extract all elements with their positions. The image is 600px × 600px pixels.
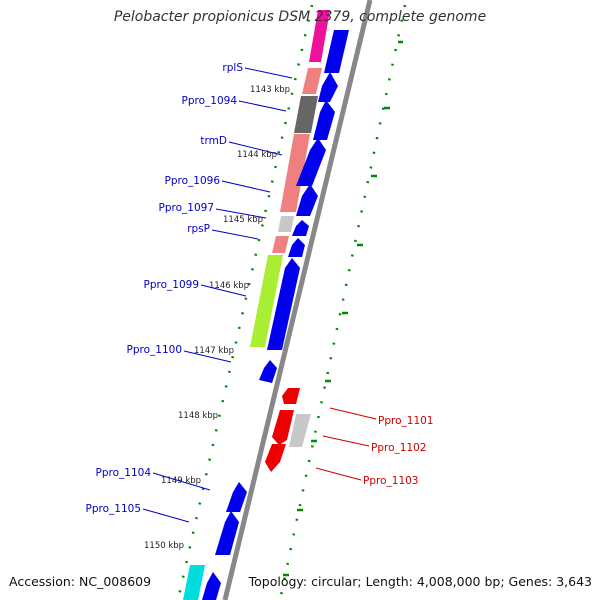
tick-label: 1144 kbp (237, 150, 277, 160)
gene-label-ppro-1100[interactable]: Ppro_1100 (127, 344, 182, 356)
tick-label: 1148 kbp (178, 411, 218, 421)
map-title: Pelobacter propionicus DSM 2379, complet… (113, 9, 487, 25)
genome-backbone (222, 0, 373, 600)
gene-label-ppro-1104[interactable]: Ppro_1104 (96, 467, 152, 479)
tick-label: 1147 kbp (194, 346, 234, 356)
gene-arrow[interactable] (292, 220, 309, 236)
tick-label: 1143 kbp (250, 85, 290, 95)
gene-arrow[interactable] (267, 258, 300, 350)
gene-label-trmD[interactable]: trmD (200, 135, 227, 147)
feature-block-pink[interactable] (280, 134, 310, 212)
forward-genes (202, 30, 349, 600)
feature-block-darkgray[interactable] (294, 96, 318, 133)
gene-label-ppro-1103[interactable]: Ppro_1103 (363, 475, 418, 487)
gene-arrow-reverse[interactable] (265, 444, 286, 472)
gene-arrow[interactable] (296, 184, 318, 216)
gene-arrow[interactable] (324, 30, 349, 73)
gene-arrow[interactable] (259, 360, 277, 383)
feature-blocks (183, 10, 330, 600)
feature-block-cyan[interactable] (183, 565, 205, 600)
feature-block-lightgray[interactable] (278, 216, 294, 232)
leader-lines (142, 67, 377, 523)
gene-arrow[interactable] (288, 238, 305, 257)
gene-label-ppro-1101[interactable]: Ppro_1101 (378, 415, 433, 427)
gene-arrow[interactable] (318, 72, 338, 102)
gene-labels: rplS Ppro_1094 trmD Ppro_1096 Ppro_1097 … (86, 62, 434, 515)
gene-arrow[interactable] (296, 138, 326, 186)
tick-label: 1145 kbp (223, 215, 263, 225)
feature-block-lightgray[interactable] (289, 414, 311, 447)
gene-arrow[interactable] (202, 572, 221, 600)
gene-label-ppro-1099[interactable]: Ppro_1099 (144, 279, 199, 291)
tick-label: 1149 kbp (161, 476, 201, 486)
gene-arrow[interactable] (226, 482, 247, 512)
tick-label: 1150 kbp (144, 541, 184, 551)
accession-text: Accession: NC_008609 (9, 574, 152, 589)
gene-label-ppro-1097[interactable]: Ppro_1097 (159, 202, 214, 214)
tick-marks (283, 40, 403, 577)
gene-label-ppro-1094[interactable]: Ppro_1094 (182, 95, 238, 107)
gene-label-rpsP[interactable]: rpsP (187, 223, 210, 235)
position-labels: 1143 kbp 1144 kbp 1145 kbp 1146 kbp 1147… (144, 85, 290, 551)
genome-summary-text: Topology: circular; Length: 4,008,000 bp… (248, 574, 592, 589)
gene-label-ppro-1102[interactable]: Ppro_1102 (371, 442, 426, 454)
reverse-genes (265, 388, 311, 472)
gene-label-ppro-1096[interactable]: Ppro_1096 (165, 175, 221, 187)
feature-block-magenta[interactable] (309, 10, 330, 62)
feature-block-lime[interactable] (250, 255, 283, 347)
gene-arrow-reverse[interactable] (282, 388, 300, 404)
gene-label-ppro-1105[interactable]: Ppro_1105 (86, 503, 141, 515)
gene-arrow[interactable] (215, 511, 239, 555)
tick-label: 1146 kbp (209, 281, 249, 291)
gene-arrow[interactable] (313, 100, 335, 140)
gene-arrow-reverse[interactable] (272, 410, 294, 445)
gene-label-rplS[interactable]: rplS (222, 62, 243, 74)
feature-block-pink[interactable] (272, 236, 289, 253)
feature-block-pink[interactable] (302, 68, 322, 94)
